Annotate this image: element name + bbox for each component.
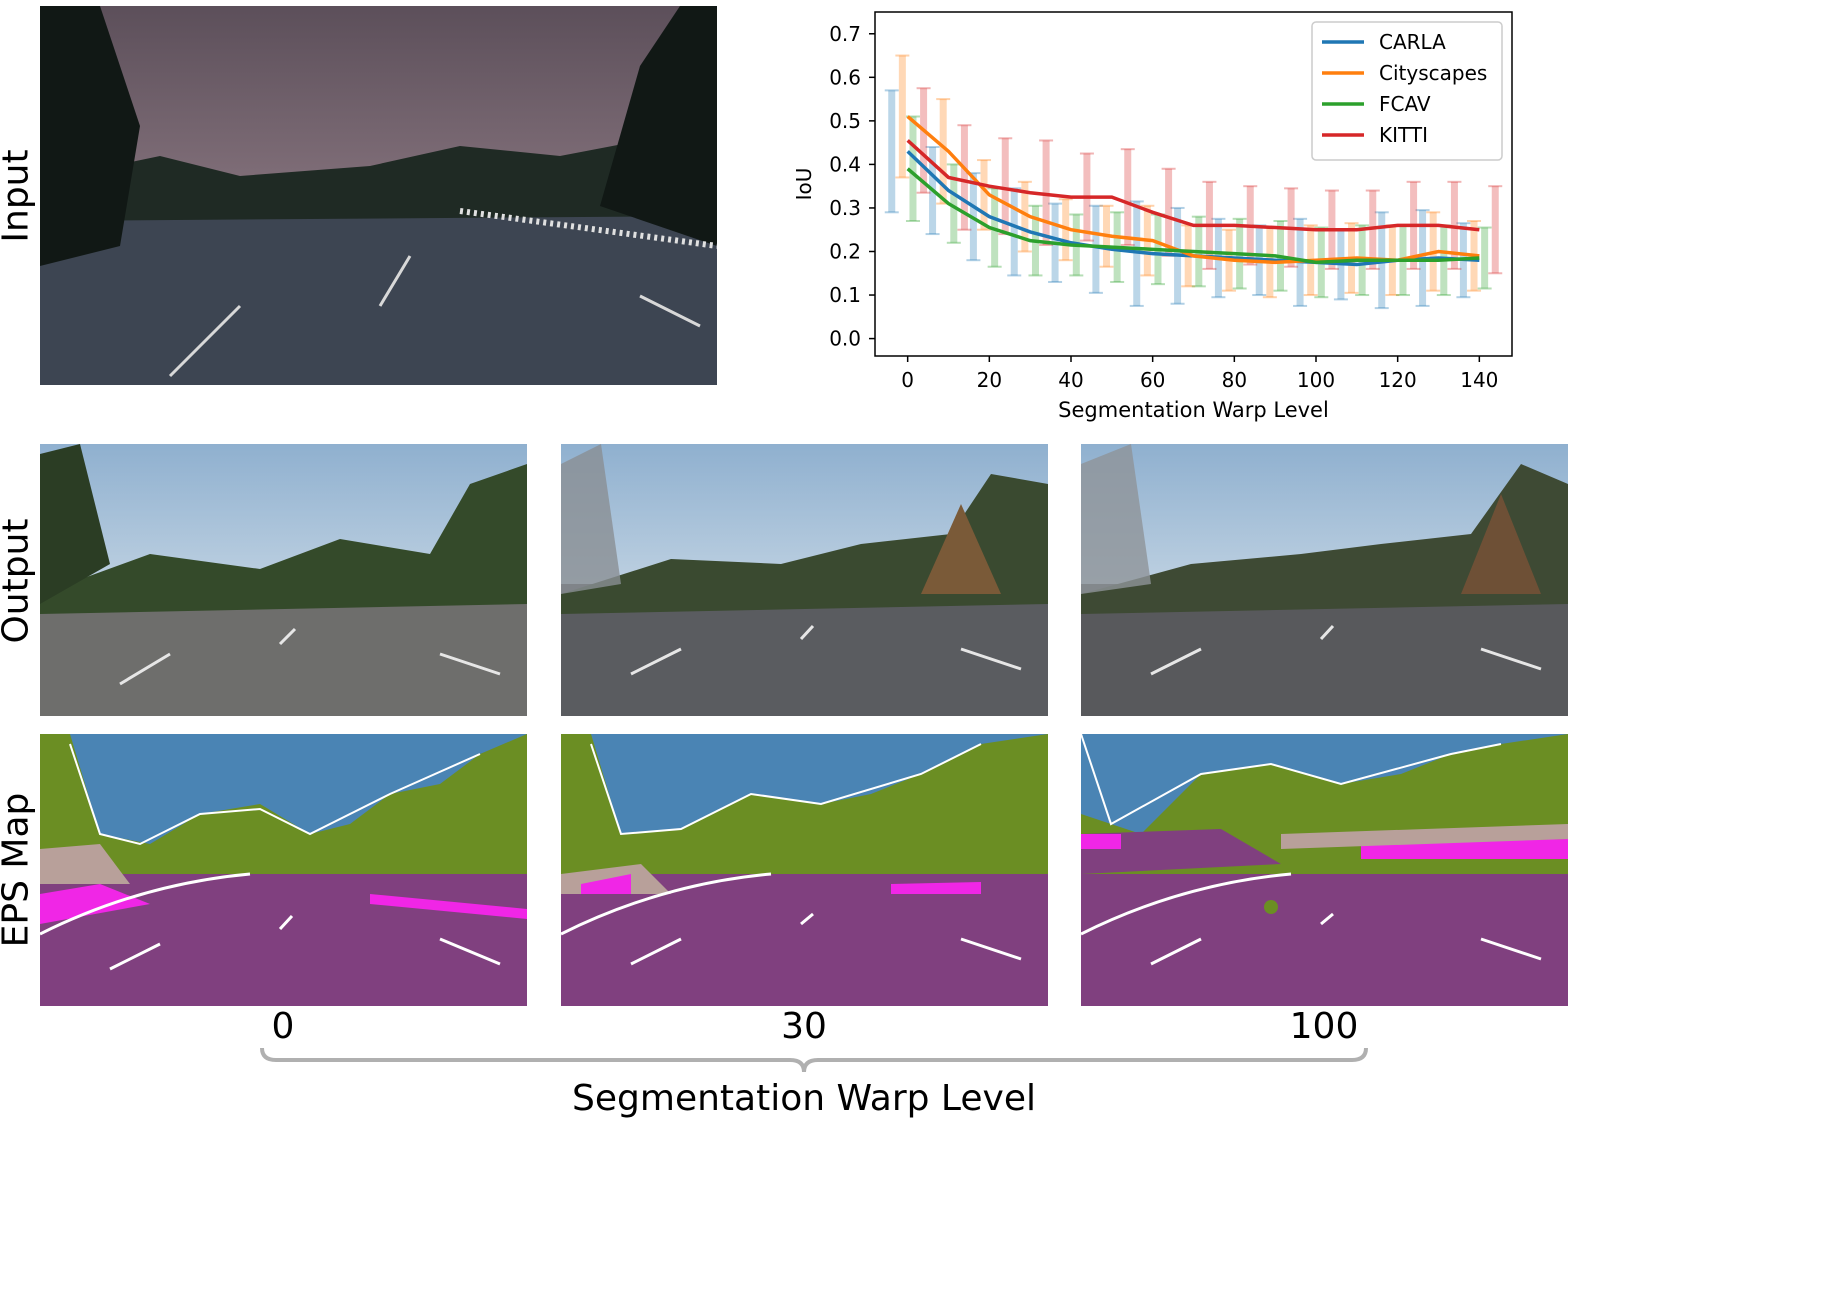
y-tick-label: 0.2 xyxy=(829,239,861,263)
y-tick-label: 0.1 xyxy=(829,283,861,307)
x-tick-label: 140 xyxy=(1460,368,1498,392)
y-tick-label: 0.7 xyxy=(829,22,861,46)
x-axis-label: Segmentation Warp Level xyxy=(1058,398,1329,422)
plot-frame xyxy=(874,11,1513,357)
x-tick-label: 120 xyxy=(1379,368,1417,392)
y-axis-label: IoU xyxy=(792,168,816,201)
x-tick-label: 20 xyxy=(977,368,1002,392)
output-photo-warp-30 xyxy=(561,444,1048,716)
y-tick-label: 0.3 xyxy=(829,196,861,220)
legend-box xyxy=(1311,21,1503,161)
legend-label: FCAV xyxy=(1379,92,1431,116)
eps-map-warp-0 xyxy=(40,734,527,1006)
row-label-eps-map: EPS Map xyxy=(0,792,37,948)
legend-label: CARLA xyxy=(1379,30,1446,54)
x-tick-label: 100 xyxy=(1297,368,1335,392)
series-line-kitti xyxy=(906,139,1480,232)
series-line-fcav xyxy=(906,167,1480,265)
y-tick-label: 0.4 xyxy=(829,152,861,176)
row-label-input: Input xyxy=(0,149,37,243)
y-tick-label: 0.0 xyxy=(829,327,861,351)
x-tick-label: 0 xyxy=(901,368,914,392)
bottom-axis-title: Segmentation Warp Level xyxy=(572,1078,1036,1119)
y-tick-label: 0.6 xyxy=(829,65,861,89)
warp-label-0: 0 xyxy=(271,1006,295,1047)
input-photo xyxy=(40,6,717,385)
output-photo-warp-0 xyxy=(40,444,527,716)
eps-map-warp-30 xyxy=(561,734,1048,1006)
legend-label: KITTI xyxy=(1379,123,1428,147)
warp-label-30: 30 xyxy=(781,1006,827,1047)
eps-map-warp-100 xyxy=(1081,734,1568,1006)
legend-label: Cityscapes xyxy=(1379,61,1487,85)
x-tick-label: 80 xyxy=(1222,368,1247,392)
row-label-output: Output xyxy=(0,518,37,644)
y-tick-label: 0.5 xyxy=(829,109,861,133)
output-photo-warp-100 xyxy=(1081,444,1568,716)
x-tick-label: 60 xyxy=(1140,368,1165,392)
axis-bracket xyxy=(260,1047,1368,1073)
warp-label-100: 100 xyxy=(1289,1006,1359,1047)
iou-chart: 0.0 0.1 0.2 0.3 0.4 0.5 0.6 0.7 0 20 40 60 80 100 120 1… xyxy=(792,11,1513,422)
x-tick-label: 40 xyxy=(1058,368,1083,392)
